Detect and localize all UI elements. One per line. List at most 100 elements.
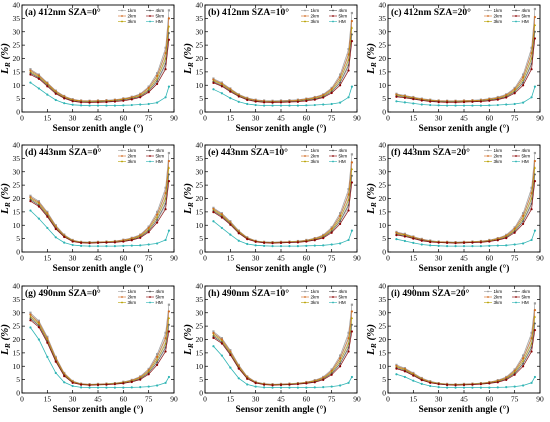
data-point xyxy=(130,244,133,247)
y-tick-label: 25 xyxy=(379,322,387,331)
data-point xyxy=(246,98,249,102)
data-point xyxy=(530,96,533,99)
y-tick-label: 15 xyxy=(196,348,204,357)
data-point xyxy=(246,242,249,246)
y-tick-label: 20 xyxy=(196,54,204,63)
data-point xyxy=(105,104,108,107)
data-point xyxy=(530,331,533,334)
data-point xyxy=(229,90,232,93)
data-point xyxy=(139,103,142,106)
data-point xyxy=(29,198,32,202)
legend-marker xyxy=(332,296,334,298)
data-point xyxy=(479,383,482,386)
data-point xyxy=(420,382,423,386)
legend-marker xyxy=(121,15,123,17)
legend-label: 2km xyxy=(128,154,137,159)
data-point xyxy=(339,359,342,362)
data-point xyxy=(156,384,159,387)
data-point xyxy=(412,237,415,240)
data-point xyxy=(167,316,171,319)
data-point xyxy=(105,386,108,389)
y-tick-label: 5 xyxy=(199,94,203,103)
data-point xyxy=(446,104,449,107)
data-point xyxy=(420,103,423,106)
data-point xyxy=(279,386,283,389)
y-tick-label: 20 xyxy=(13,194,21,203)
data-point xyxy=(429,244,432,247)
data-point xyxy=(237,367,240,370)
data-point xyxy=(488,240,491,243)
legend-label: 2km xyxy=(494,14,503,19)
data-point xyxy=(454,101,457,104)
data-point xyxy=(147,91,150,94)
data-point xyxy=(347,188,350,191)
data-point xyxy=(339,222,342,226)
data-point xyxy=(305,382,308,385)
series-line-5km xyxy=(213,41,353,103)
data-point xyxy=(446,241,449,245)
x-tick-label: 30 xyxy=(69,114,77,123)
data-point xyxy=(105,383,108,386)
legend-label: 2km xyxy=(494,154,503,159)
legend-marker xyxy=(332,301,334,304)
y-tick-label: 25 xyxy=(196,322,204,331)
data-point xyxy=(71,100,74,103)
y-tick-label: 20 xyxy=(196,194,204,203)
data-point xyxy=(330,373,333,376)
data-point xyxy=(429,381,432,384)
panel-title: (b) 412nm SZA=10° xyxy=(208,7,289,18)
data-point xyxy=(513,368,516,371)
x-tick-label: 15 xyxy=(44,114,52,123)
data-point xyxy=(212,220,215,223)
data-point xyxy=(80,244,83,247)
y-tick-label: 5 xyxy=(382,234,386,243)
x-tick-label: 60 xyxy=(120,395,128,404)
data-point xyxy=(412,102,415,105)
data-point xyxy=(403,96,406,99)
x-tick-label: 90 xyxy=(536,114,544,123)
data-point xyxy=(71,103,74,106)
data-point xyxy=(471,241,474,244)
data-point xyxy=(29,311,32,314)
data-point xyxy=(212,345,215,348)
data-point xyxy=(46,355,49,358)
legend-marker xyxy=(515,296,517,298)
data-point xyxy=(29,317,32,320)
chart-panel: 0 5 10 15 20 25 30 35 40 0 15 30 45 60 75 90 (f) 443nm S… xyxy=(365,141,544,274)
data-point xyxy=(505,386,508,389)
y-tick-label: 35 xyxy=(196,14,204,23)
series-line-4km xyxy=(213,34,353,103)
y-tick-label: 25 xyxy=(379,181,387,190)
data-point xyxy=(113,245,116,248)
data-point xyxy=(29,196,32,199)
x-tick-label: 60 xyxy=(486,254,494,263)
data-point xyxy=(462,386,466,389)
legend-label: 5km xyxy=(522,295,531,300)
data-point xyxy=(522,354,525,357)
x-tick-label: 90 xyxy=(170,395,178,404)
data-point xyxy=(156,79,159,83)
data-point xyxy=(412,241,415,245)
y-tick-label: 5 xyxy=(199,234,203,243)
data-point xyxy=(305,104,308,107)
data-point xyxy=(156,215,159,219)
data-point xyxy=(237,232,240,235)
data-point xyxy=(80,386,83,389)
legend-label: 2km xyxy=(311,154,320,159)
y-tick-label: 35 xyxy=(379,154,387,163)
data-point xyxy=(164,381,167,384)
data-point xyxy=(437,101,440,104)
x-tick-label: 90 xyxy=(536,254,544,263)
legend-marker xyxy=(515,15,517,17)
y-tick-label: 35 xyxy=(379,295,387,304)
data-point xyxy=(533,7,537,11)
data-point xyxy=(395,367,398,370)
y-tick-label: 35 xyxy=(13,154,21,163)
y-tick-label: 10 xyxy=(196,362,204,371)
x-tick-label: 90 xyxy=(536,395,544,404)
chart-panel: 0 5 10 15 20 25 30 35 40 0 15 30 45 60 75 90 (i) 490nm S… xyxy=(365,282,544,415)
x-tick-label: 30 xyxy=(252,114,260,123)
data-point xyxy=(263,386,266,389)
panel-title: (c) 412nm SZA=20° xyxy=(391,7,471,18)
